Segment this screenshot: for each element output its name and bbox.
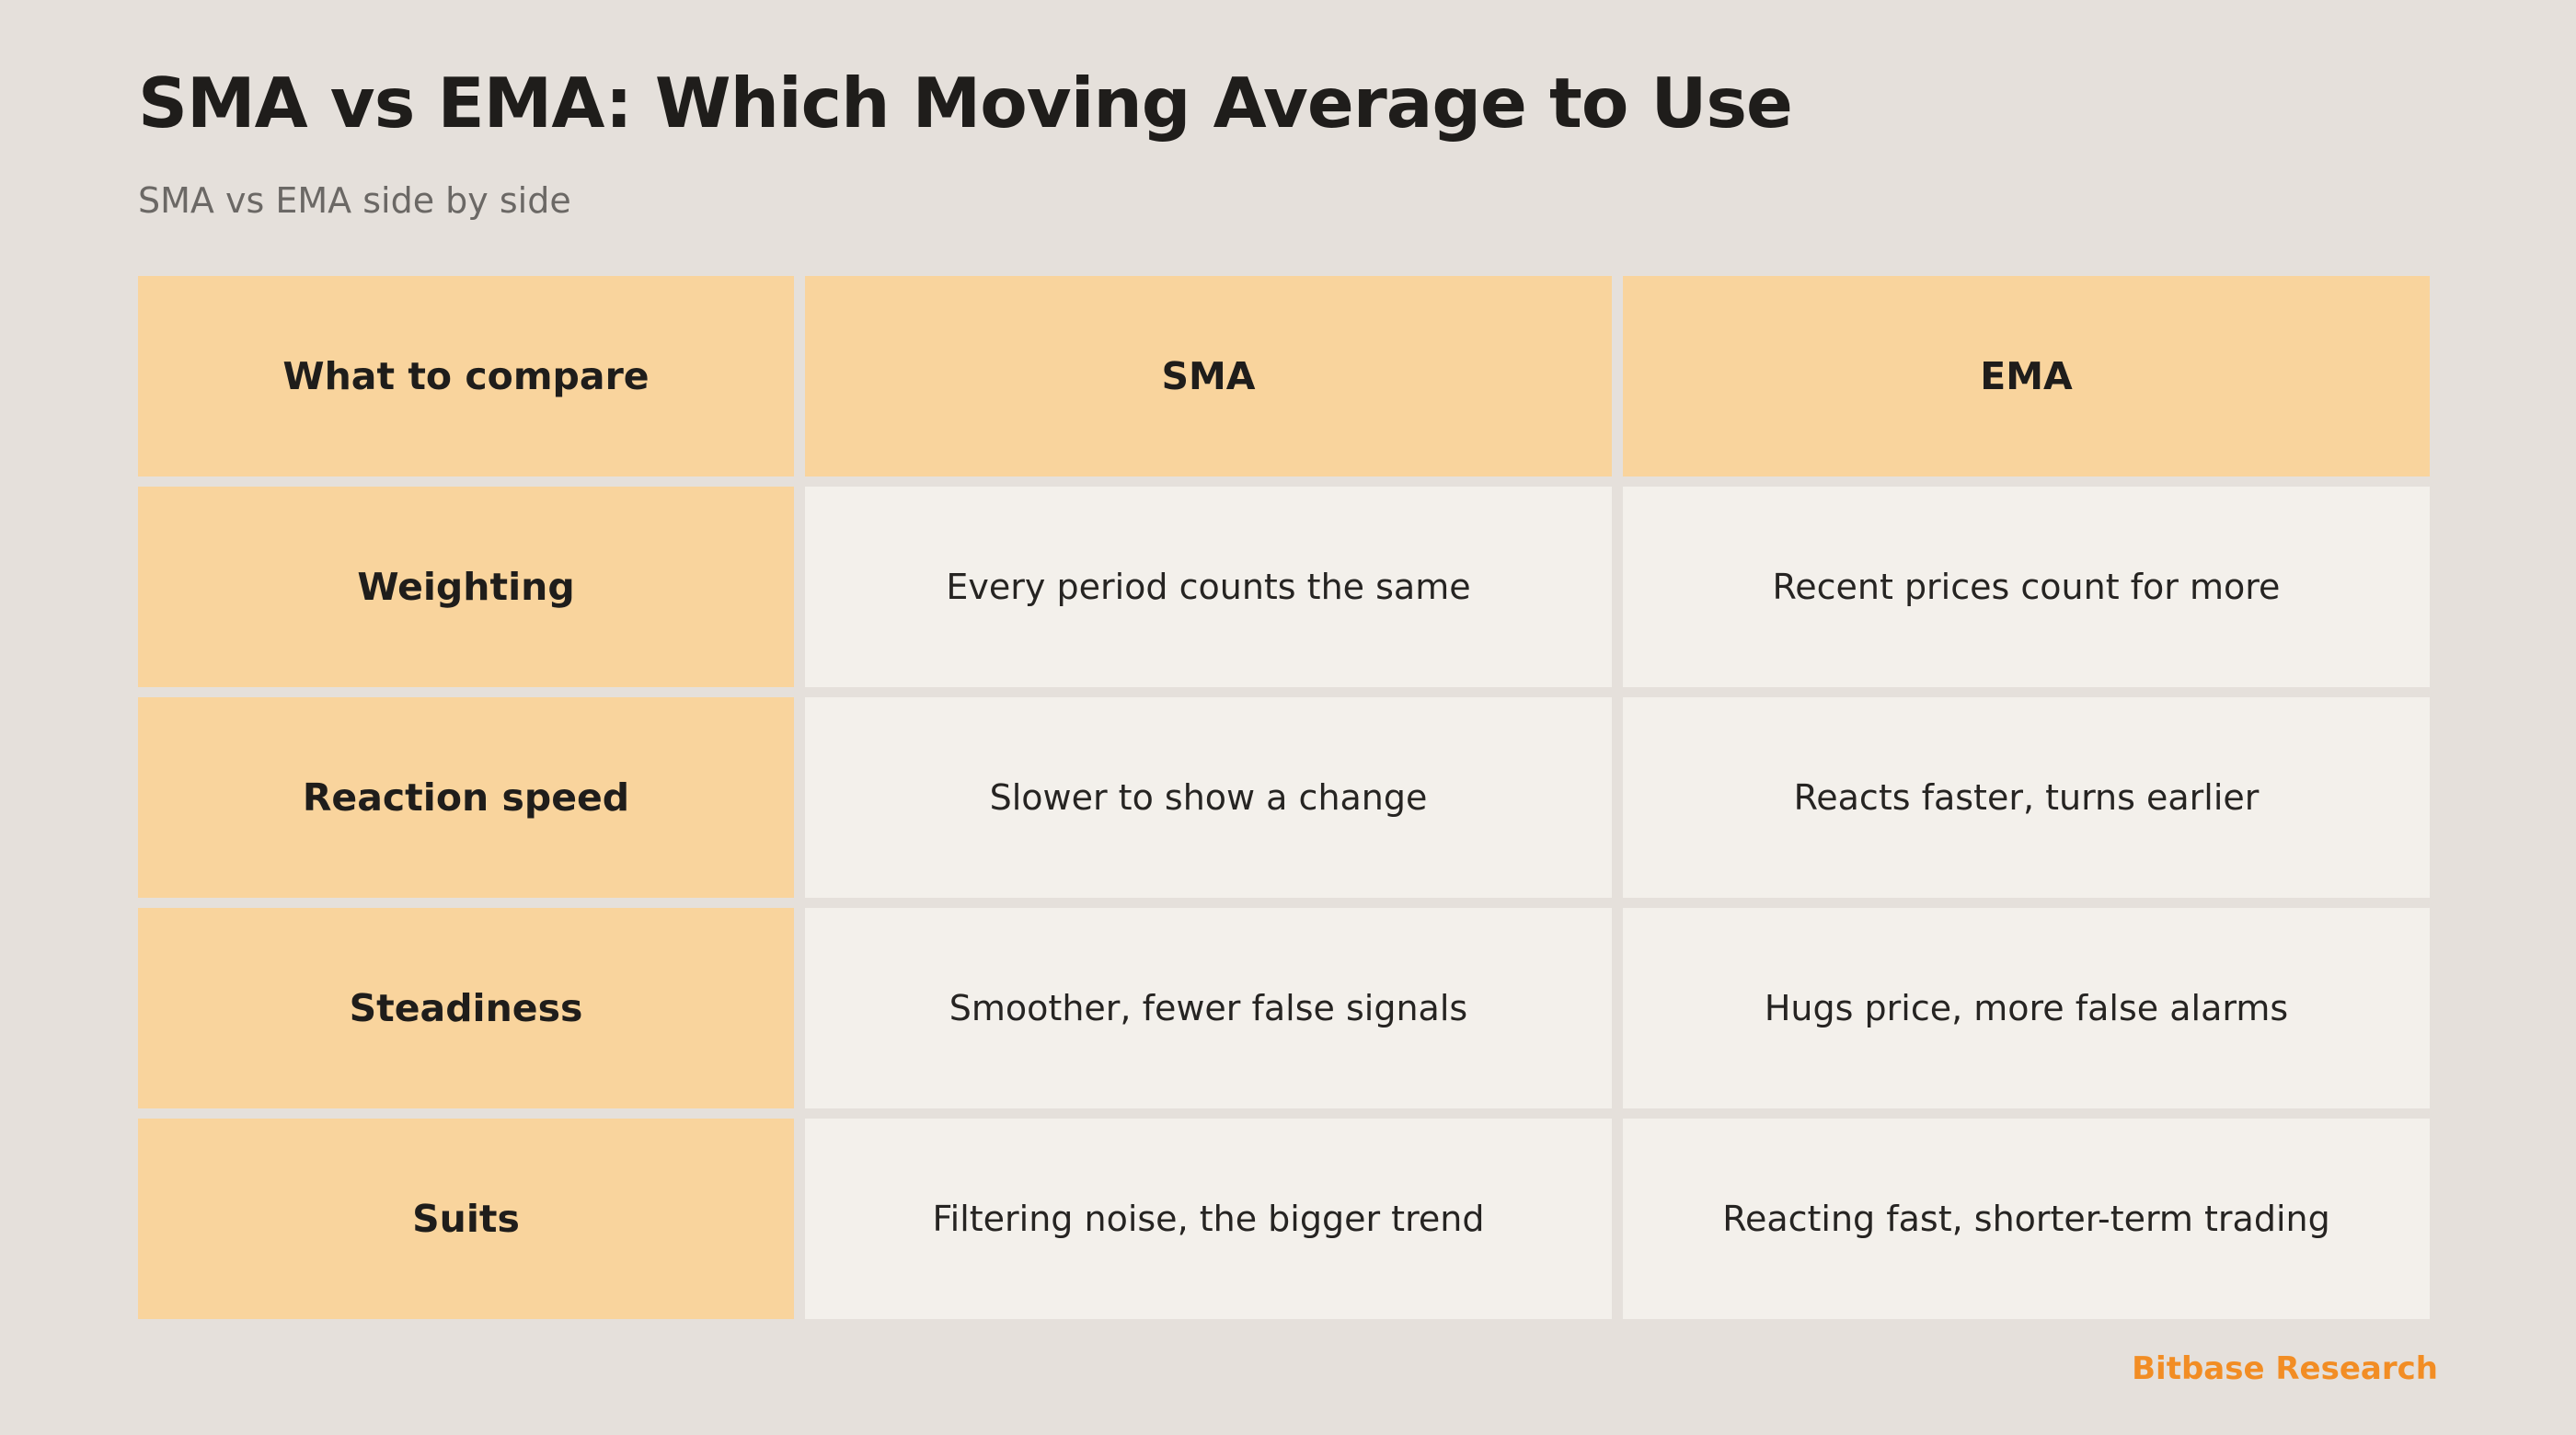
page-subtitle: SMA vs EMA side by side bbox=[138, 180, 571, 221]
sma-cell-suits: Filtering noise, the bigger trend bbox=[805, 1119, 1612, 1319]
ema-cell-weighting: Recent prices count for more bbox=[1623, 487, 2430, 687]
row-label-steadiness: Steadiness bbox=[138, 908, 794, 1108]
row-label-suits: Suits bbox=[138, 1119, 794, 1319]
page-title: SMA vs EMA: Which Moving Average to Use bbox=[138, 63, 1793, 144]
brand-logo-text: Bitbase Research bbox=[2132, 1350, 2438, 1387]
header-cell-ema: EMA bbox=[1623, 276, 2430, 476]
comparison-table: What to compare SMA EMA Weighting Every … bbox=[138, 276, 2438, 1319]
sma-cell-weighting: Every period counts the same bbox=[805, 487, 1612, 687]
ema-cell-suits: Reacting fast, shorter-term trading bbox=[1623, 1119, 2430, 1319]
ema-cell-reaction-speed: Reacts faster, turns earlier bbox=[1623, 697, 2430, 898]
row-label-reaction-speed: Reaction speed bbox=[138, 697, 794, 898]
ema-cell-steadiness: Hugs price, more false alarms bbox=[1623, 908, 2430, 1108]
header-cell-sma: SMA bbox=[805, 276, 1612, 476]
sma-cell-reaction-speed: Slower to show a change bbox=[805, 697, 1612, 898]
row-label-weighting: Weighting bbox=[138, 487, 794, 687]
sma-cell-steadiness: Smoother, fewer false signals bbox=[805, 908, 1612, 1108]
header-cell-compare: What to compare bbox=[138, 276, 794, 476]
